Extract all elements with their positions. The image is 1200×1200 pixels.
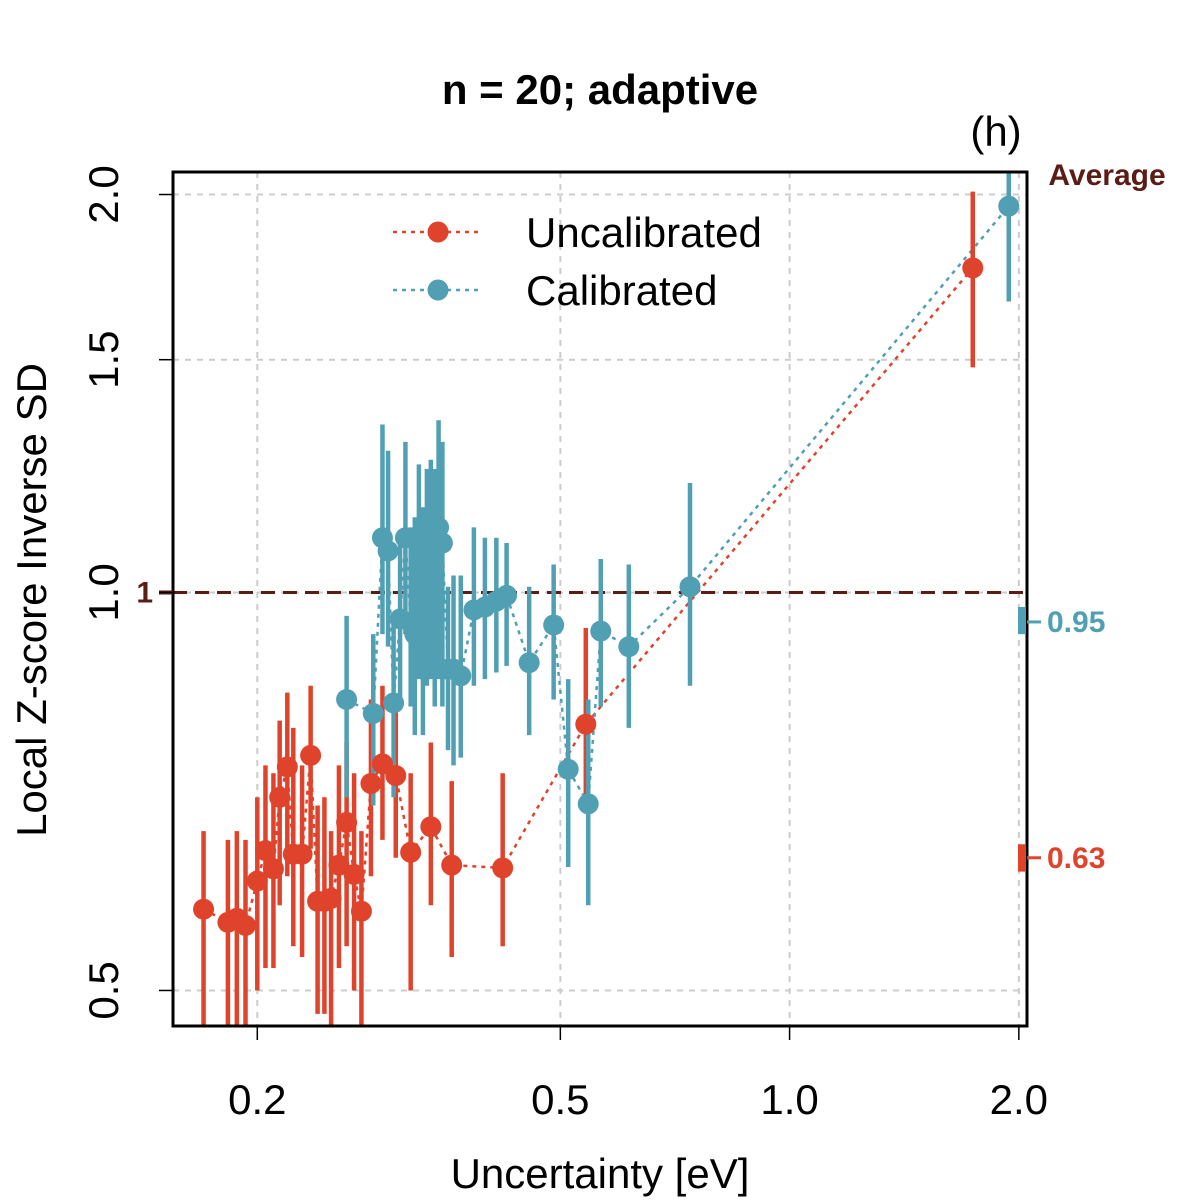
data-point (518, 652, 540, 674)
data-point (328, 854, 350, 876)
data-point (420, 816, 442, 838)
data-point (362, 702, 384, 724)
data-point (416, 548, 438, 570)
data-point (441, 854, 463, 876)
y-tick-label: 1.0 (80, 563, 127, 621)
legend-marker-uncalibrated (427, 221, 449, 243)
plot-frame (171, 170, 1029, 1028)
legend-marker-calibrated (427, 279, 449, 301)
average-markers: 0.63 0.95 (1018, 606, 1105, 875)
data-point (262, 858, 284, 880)
x-tick-label: 1.0 (760, 1076, 818, 1123)
data-point (492, 857, 514, 879)
data-point (235, 914, 257, 936)
data-point (291, 843, 313, 865)
reference-tick-label: 1 (136, 576, 153, 609)
data-point (276, 756, 298, 778)
data-point (679, 576, 701, 598)
data-point (320, 887, 342, 909)
x-axis-label: Uncertainty [eV] (451, 1150, 750, 1197)
chart-title: n = 20; adaptive (442, 66, 758, 113)
legend-label-calibrated: Calibrated (526, 267, 717, 314)
data-point (377, 540, 399, 562)
series-line-uncalibrated (203, 267, 974, 928)
x-tick-label: 0.2 (228, 1076, 286, 1123)
data-point (336, 811, 358, 833)
x-tick-label: 2.0 (990, 1076, 1048, 1123)
panel-label: (h) (970, 108, 1021, 155)
data-points (193, 195, 1020, 936)
data-point (360, 773, 382, 795)
data-point (618, 636, 640, 658)
data-point (590, 620, 612, 642)
data-point (343, 863, 365, 885)
y-tick-label: 1.5 (80, 330, 127, 388)
data-point (496, 584, 518, 606)
average-value-calibrated: 0.95 (1047, 606, 1105, 639)
data-point (300, 744, 322, 766)
average-value-uncalibrated: 0.63 (1047, 842, 1105, 875)
data-point (400, 841, 422, 863)
data-point (254, 840, 276, 862)
data-point (424, 587, 446, 609)
data-point (404, 623, 426, 645)
axes: 1 0.2 0.5 1.0 2.0 0.5 1.0 1.5 2.0 (80, 165, 1048, 1123)
x-tick-label: 0.5 (531, 1076, 589, 1123)
data-point (962, 257, 984, 279)
data-point (577, 793, 599, 815)
y-tick-label: 0.5 (80, 961, 127, 1019)
data-point (575, 713, 597, 735)
data-point (246, 870, 268, 892)
data-point (543, 614, 565, 636)
average-bar-uncalibrated (1018, 844, 1026, 872)
data-point (269, 786, 291, 808)
average-label: Average (1048, 159, 1165, 192)
average-bar-calibrated (1018, 607, 1026, 635)
data-point (193, 898, 215, 920)
legend: Uncalibrated Calibrated (393, 209, 762, 314)
data-point (450, 665, 472, 687)
data-point (336, 688, 358, 710)
data-point (431, 532, 453, 554)
y-tick-label: 2.0 (80, 165, 127, 223)
data-point (350, 900, 372, 922)
data-point (557, 758, 579, 780)
data-point (385, 765, 407, 787)
y-axis-label: Local Z-score Inverse SD (8, 363, 55, 837)
data-point (383, 692, 405, 714)
legend-label-uncalibrated: Uncalibrated (526, 209, 762, 256)
series-lines (203, 205, 1010, 928)
data-point (394, 527, 416, 549)
data-point (998, 195, 1020, 217)
